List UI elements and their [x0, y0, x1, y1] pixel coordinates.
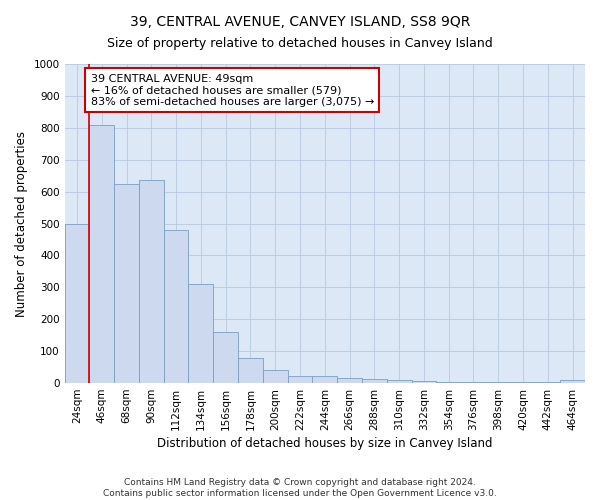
Bar [337, 378, 362, 383]
Text: Contains HM Land Registry data © Crown copyright and database right 2024.
Contai: Contains HM Land Registry data © Crown c… [103, 478, 497, 498]
Y-axis label: Number of detached properties: Number of detached properties [15, 130, 28, 316]
Bar [412, 382, 436, 383]
Text: Size of property relative to detached houses in Canvey Island: Size of property relative to detached ho… [107, 38, 493, 51]
Bar [560, 380, 585, 383]
Bar [114, 184, 139, 383]
Bar [213, 332, 238, 383]
Bar [139, 180, 164, 383]
Bar [511, 382, 535, 383]
Bar [436, 382, 461, 383]
Bar [362, 379, 387, 383]
Text: 39, CENTRAL AVENUE, CANVEY ISLAND, SS8 9QR: 39, CENTRAL AVENUE, CANVEY ISLAND, SS8 9… [130, 15, 470, 29]
Bar [238, 358, 263, 383]
Bar [263, 370, 287, 383]
Bar [535, 382, 560, 383]
Bar [486, 382, 511, 383]
Bar [164, 230, 188, 383]
Bar [387, 380, 412, 383]
X-axis label: Distribution of detached houses by size in Canvey Island: Distribution of detached houses by size … [157, 437, 493, 450]
Bar [65, 224, 89, 383]
Bar [188, 284, 213, 383]
Bar [287, 376, 313, 383]
Text: 39 CENTRAL AVENUE: 49sqm
← 16% of detached houses are smaller (579)
83% of semi-: 39 CENTRAL AVENUE: 49sqm ← 16% of detach… [91, 74, 374, 107]
Bar [89, 124, 114, 383]
Bar [461, 382, 486, 383]
Bar [313, 376, 337, 383]
